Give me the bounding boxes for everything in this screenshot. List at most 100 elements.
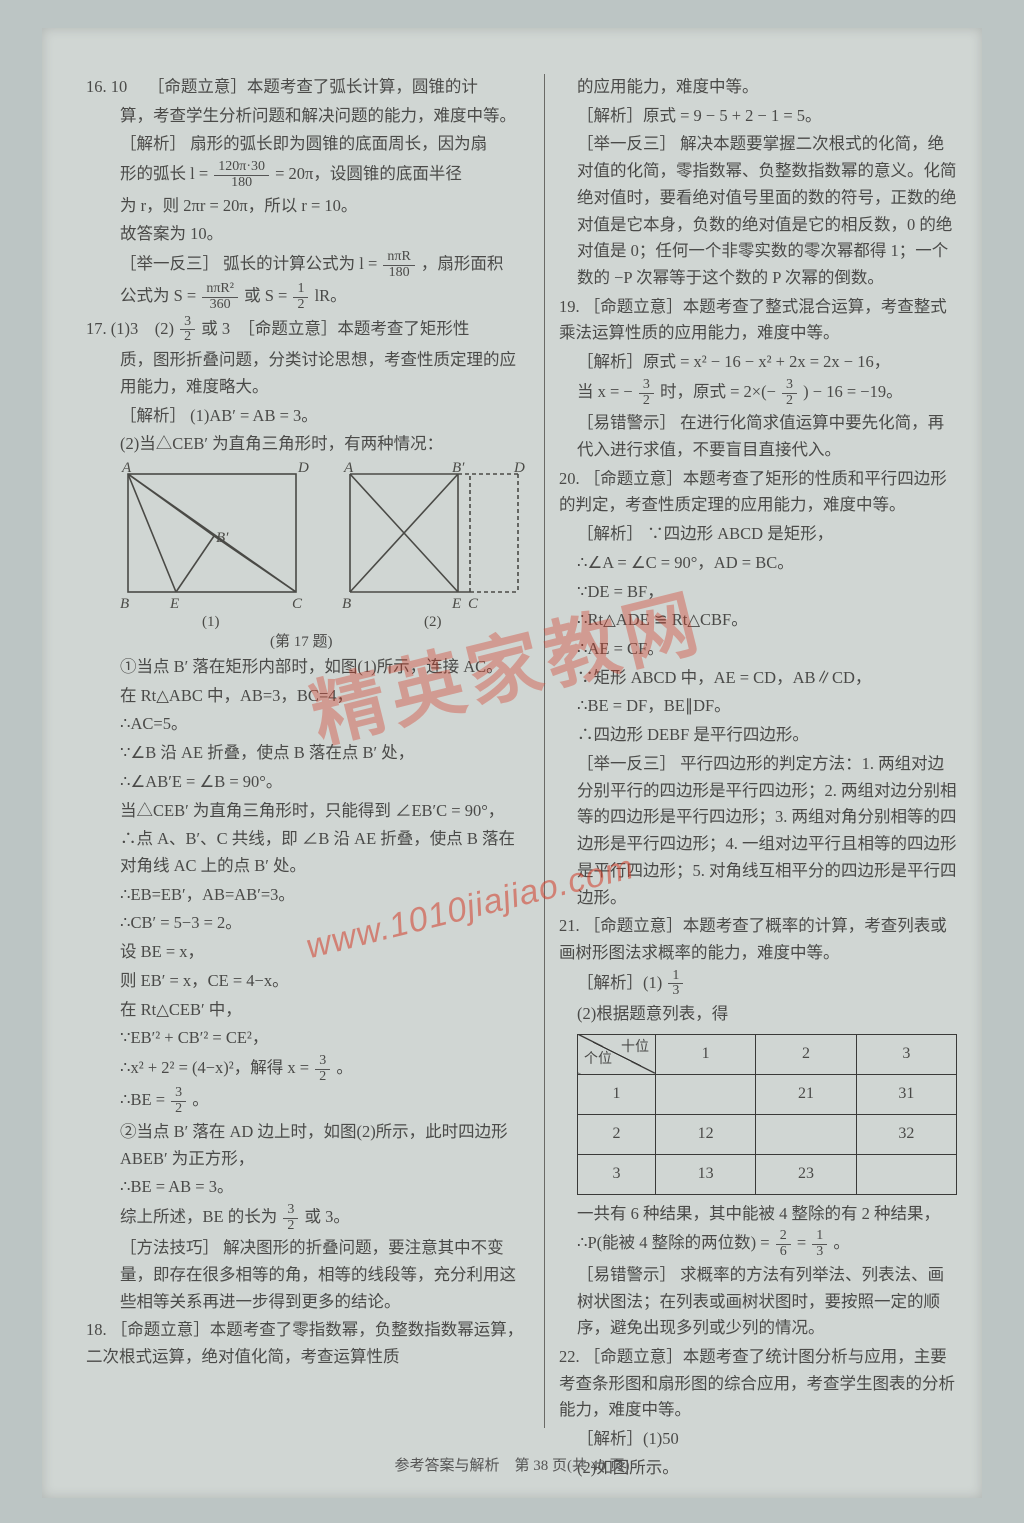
fraction: 26 (776, 1229, 791, 1259)
q16-line1: 16. 10 ［命题立意］本题考查了弧长计算，圆锥的计 (86, 74, 530, 101)
text: ，扇形面积 (421, 254, 504, 273)
frac-top: 2 (776, 1229, 791, 1245)
warn-label: ［易错警示］ (577, 413, 676, 432)
q17-ana2: (2)当△CEB′ 为直角三角形时，有两种情况： (86, 431, 530, 458)
frac-bottom: 360 (206, 298, 235, 313)
q16-inf-l1: ［举一反三］ 弧长的计算公式为 l = nπR180 ，扇形面积 (86, 250, 530, 280)
frac-top: nπR (383, 250, 414, 266)
frac-top: 3 (782, 378, 797, 394)
label-D1: D (297, 462, 309, 476)
fraction: 13 (812, 1229, 827, 1259)
frac-bottom: 180 (227, 176, 256, 191)
q19-ana: ［解析］原式 = x² − 16 − x² + 2x = 2x − 16， (559, 349, 957, 376)
label-Bp2: B′ (452, 462, 465, 476)
text: 弧长的计算公式为 l = (223, 254, 381, 273)
text: 公式为 S = (120, 286, 200, 305)
figure-17-caption: (第 17 题) (270, 630, 333, 654)
text: 或 3 ［命题立意］本题考查了矩形性 (201, 319, 469, 338)
frac-top: 3 (283, 1203, 298, 1219)
q17-p6: 当△CEB′ 为直角三角形时，只能得到 ∠EB′C = 90°， (86, 798, 530, 825)
text: 时，原式 = 2×(− (660, 382, 780, 401)
text: 。 (336, 1058, 353, 1077)
q17-p2: 在 Rt△ABC 中，AB=3，BC=4， (86, 683, 530, 710)
q22-head: 22. ［命题立意］本题考查了统计图分析与应用，主要考查条形图和扇形图的综合应用… (559, 1344, 957, 1424)
q20-p6: ∵矩形 ABCD 中，AE = CD，AB∥CD， (559, 665, 957, 692)
fraction: 32 (782, 378, 797, 408)
label-C2: C (468, 596, 479, 612)
q19-head: 19. ［命题立意］本题考查了整式混合运算，考查整式乘法运算性质的应用能力，难度… (559, 294, 957, 347)
label-A1: A (121, 462, 132, 476)
q20-p3: ∵DE = BF， (559, 579, 957, 606)
table-cell (856, 1154, 956, 1194)
table-row: 2 12 32 (578, 1114, 957, 1154)
q17-line1: 17. (1)3 (2) 32 或 3 ［命题立意］本题考查了矩形性 (86, 315, 530, 345)
text: 解决本题要掌握二次根式的化简，绝对值的化简，零指数幂、负整数指数幂的意义。化简绝… (577, 134, 957, 287)
analysis-label: ［解析］ (120, 406, 186, 425)
frac-bottom: 2 (171, 1102, 186, 1117)
q16-ana4: 故答案为 10。 (86, 221, 530, 248)
label-C1: C (292, 596, 303, 612)
fraction: 32 (171, 1086, 186, 1116)
text: lR。 (315, 286, 347, 305)
q17-p17: ∴BE = AB = 3。 (86, 1174, 530, 1201)
table-row: 十位 个位 1 2 3 (578, 1034, 957, 1074)
frac-bottom: 2 (293, 298, 308, 313)
frac-bottom: 2 (639, 394, 654, 409)
q18-head: 18. ［命题立意］本题考查了零指数幂，负整数指数幂运算，二次根式运算，绝对值化… (86, 1317, 530, 1370)
fraction: nπR²360 (202, 282, 238, 312)
text: 综上所述，BE 的长为 (120, 1207, 281, 1226)
text: ) − 16 = −19。 (803, 382, 902, 401)
text: ∴P(能被 4 整除的两位数) = (577, 1233, 774, 1252)
page: 16. 10 ［命题立意］本题考查了弧长计算，圆锥的计 算，考查学生分析问题和解… (42, 28, 982, 1498)
q20-ana: ［解析］ ∵四边形 ABCD 是矩形， (559, 521, 957, 548)
diag-top: 十位 (621, 1037, 649, 1060)
q17-l2: 质，图形折叠问题，分类讨论思想，考查性质定理的应用能力，难度略大。 (86, 347, 530, 400)
q19-warn: ［易错警示］ 在进行化简求值运算中要先化简，再代入进行求值，不要盲目直接代入。 (559, 410, 957, 463)
inference-label: ［举一反三］ (120, 254, 219, 273)
q21-head: 21. ［命题立意］本题考查了概率的计算，考查列表或画树形图法求概率的能力，难度… (559, 913, 957, 966)
right-column: 的应用能力，难度中等。 ［解析］原式 = 9 − 5 + 2 − 1 = 5。 … (545, 74, 971, 1428)
table-cell (656, 1074, 756, 1114)
q20-p7: ∴BE = DF，BE∥DF。 (559, 693, 957, 720)
q16-intent2: 算，考查学生分析问题和解决问题的能力，难度中等。 (86, 103, 530, 130)
q19-l2: 当 x = − 32 时，原式 = 2×(− 32 ) − 16 = −19。 (559, 378, 957, 408)
text: ∵四边形 ABCD 是矩形， (647, 524, 833, 543)
r1-inf: ［举一反三］ 解决本题要掌握二次根式的化简，绝对值的化简，零指数幂、负整数指数幂… (559, 131, 957, 291)
fraction: 32 (283, 1203, 298, 1233)
columns: 16. 10 ［命题立意］本题考查了弧长计算，圆锥的计 算，考查学生分析问题和解… (42, 28, 982, 1448)
frac-bottom: 2 (283, 1219, 298, 1234)
text: 17. (1)3 (2) (86, 319, 178, 338)
warn-label: ［易错警示］ (577, 1265, 676, 1284)
q21-warn: ［易错警示］ 求概率的方法有列举法、列表法、画树状图法；在列表或画树状图时，要按… (559, 1262, 957, 1342)
q17-ana-l1: ［解析］ (1)AB′ = AB = 3。 (86, 403, 530, 430)
q20-head: 20. ［命题立意］本题考查了矩形的性质和平行四边形的判定，考查性质定理的应用能… (559, 466, 957, 519)
q16-intent: ［命题立意］本题考查了弧长计算，圆锥的计 (148, 77, 478, 96)
text: 形的弧长 l = (120, 164, 212, 183)
table-cell: 1 (578, 1074, 656, 1114)
table-cell: 3 (856, 1034, 956, 1074)
text: (1)AB′ = AB = 3。 (190, 406, 318, 425)
frac-bottom: 6 (776, 1245, 791, 1260)
sub1: (1) (202, 614, 220, 630)
fraction: 32 (180, 315, 195, 345)
text: ［解析］(1) (577, 973, 666, 992)
text: = 20π，设圆锥的底面半径 (275, 164, 462, 183)
table-row: 3 13 23 (578, 1154, 957, 1194)
q16-ana-l2: 形的弧长 l = 120π·30180 = 20π，设圆锥的底面半径 (86, 160, 530, 190)
label-Bp1: B′ (216, 530, 229, 546)
text: 或 3。 (304, 1207, 349, 1226)
q17-tip: ［方法技巧］ 解决图形的折叠问题，要注意其中不变量，即存在很多相等的角，相等的线… (86, 1235, 530, 1315)
q21-table: 十位 个位 1 2 3 1 21 31 2 12 32 (577, 1034, 957, 1195)
table-cell (756, 1114, 856, 1154)
r1-l1: 的应用能力，难度中等。 (559, 74, 957, 101)
fraction: 13 (668, 969, 683, 999)
fraction: 32 (315, 1054, 330, 1084)
label-A2: A (343, 462, 354, 476)
frac-top: 1 (668, 969, 683, 985)
frac-top: 3 (180, 315, 195, 331)
frac-bottom: 2 (315, 1070, 330, 1085)
label-E1: E (169, 596, 179, 612)
text: ∴BE = (120, 1090, 169, 1109)
q17-p13: ∵EB′² + CB′² = CE²， (86, 1025, 530, 1052)
q22-ana: ［解析］(1)50 (559, 1426, 957, 1453)
